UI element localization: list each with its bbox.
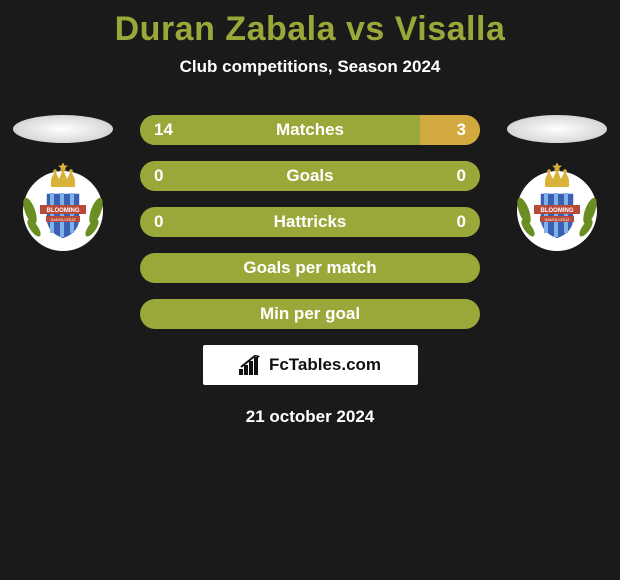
stat-bar-row: Matches14 3 [140,115,480,145]
team-left-crest: BLOOMING SANTA CRUZ [18,163,108,253]
bar-label: Goals [140,166,480,186]
bar-value-right: 3 [457,120,466,140]
svg-text:SANTA CRUZ: SANTA CRUZ [544,217,570,222]
bar-label: Hattricks [140,212,480,232]
team-right-crest: BLOOMING SANTA CRUZ [512,163,602,253]
brand-text: FcTables.com [269,355,381,375]
team-right-ellipse [507,115,607,143]
svg-text:BLOOMING: BLOOMING [47,208,80,214]
bar-value-right: 0 [457,166,466,186]
stat-bar-row: Goals per match [140,253,480,283]
brand-box: FcTables.com [203,345,418,385]
svg-text:SANTA CRUZ: SANTA CRUZ [50,217,76,222]
comparison-content: BLOOMING SANTA CRUZ [0,115,620,427]
team-left-ellipse [13,115,113,143]
bar-value-left: 0 [154,166,163,186]
bar-value-right: 0 [457,212,466,232]
team-right-column: BLOOMING SANTA CRUZ [502,115,612,253]
page-title: Duran Zabala vs Visalla [0,0,620,49]
bar-value-left: 14 [154,120,173,140]
svg-text:BLOOMING: BLOOMING [541,208,574,214]
bar-value-left: 0 [154,212,163,232]
bar-label: Min per goal [140,304,480,324]
stat-bar-row: Goals0 0 [140,161,480,191]
stat-bars: Matches143Goals00Hattricks00Goals per ma… [140,115,480,329]
bar-label: Goals per match [140,258,480,278]
stat-bar-row: Hattricks0 0 [140,207,480,237]
team-left-column: BLOOMING SANTA CRUZ [8,115,118,253]
date-text: 21 october 2024 [0,407,620,427]
stat-bar-row: Min per goal [140,299,480,329]
bar-label: Matches [140,120,480,140]
chart-icon [239,355,263,375]
subtitle: Club competitions, Season 2024 [0,57,620,77]
